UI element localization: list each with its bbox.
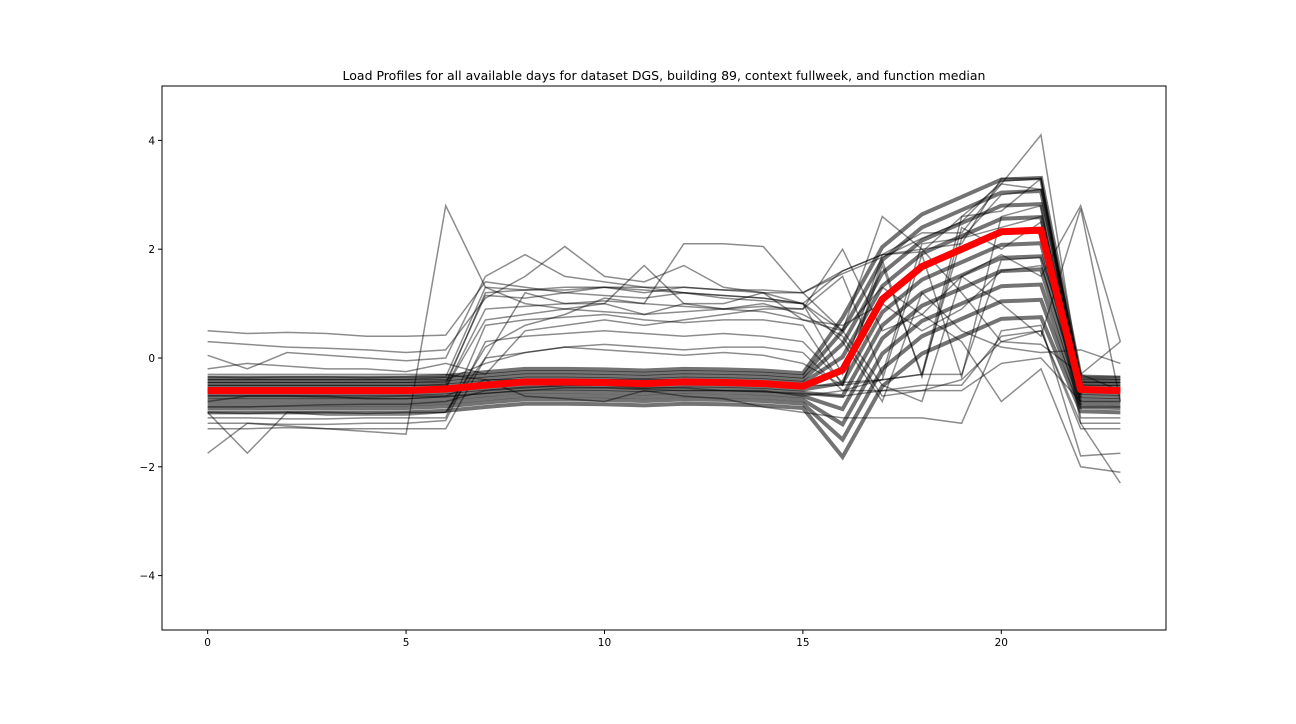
- profile-band-line: [207, 175, 1121, 380]
- profile-line: [207, 177, 1121, 389]
- profile-line: [207, 253, 1121, 404]
- profile-band-line: [207, 315, 1121, 461]
- profile-line: [207, 247, 1121, 473]
- x-tick-label: 0: [204, 637, 211, 649]
- profile-band-line: [207, 267, 1121, 412]
- profile-band-line: [207, 282, 1121, 428]
- y-tick-label: −2: [140, 462, 155, 474]
- profile-line: [207, 357, 1121, 403]
- profile-band-line: [207, 188, 1121, 383]
- profile-line: [207, 203, 1121, 484]
- profile-line: [207, 324, 1121, 457]
- x-tick-label: 10: [598, 637, 611, 649]
- profile-line: [207, 203, 1122, 430]
- y-axis: −4 −2 0 2 4: [140, 135, 162, 583]
- y-tick-label: −4: [140, 571, 156, 583]
- profile-line: [207, 177, 1121, 408]
- y-tick-label: 4: [148, 135, 155, 147]
- profile-line: [207, 177, 1121, 381]
- profile-line: [207, 204, 1121, 426]
- x-tick-label: 20: [995, 637, 1008, 649]
- profile-band-line: [207, 201, 1121, 387]
- median-line: [207, 226, 1121, 395]
- profile-band-line: [207, 297, 1121, 443]
- profile-line: [207, 215, 1121, 392]
- profile-line: [207, 183, 1121, 376]
- x-axis: 0 5 10 15 20: [204, 630, 1008, 649]
- chart-title: Load Profiles for all available days for…: [343, 68, 986, 83]
- profile-line: [207, 215, 1121, 387]
- x-tick-label: 5: [403, 637, 410, 649]
- x-tick-label: 15: [796, 637, 809, 649]
- profile-line: [207, 208, 1122, 455]
- y-tick-label: 0: [148, 353, 155, 365]
- profile-line: [207, 220, 1121, 425]
- y-tick-label: 2: [148, 244, 155, 256]
- profile-band-line: [207, 254, 1121, 400]
- profile-line: [207, 329, 1121, 430]
- median-layer: [207, 226, 1121, 395]
- profile-line: [207, 133, 1121, 384]
